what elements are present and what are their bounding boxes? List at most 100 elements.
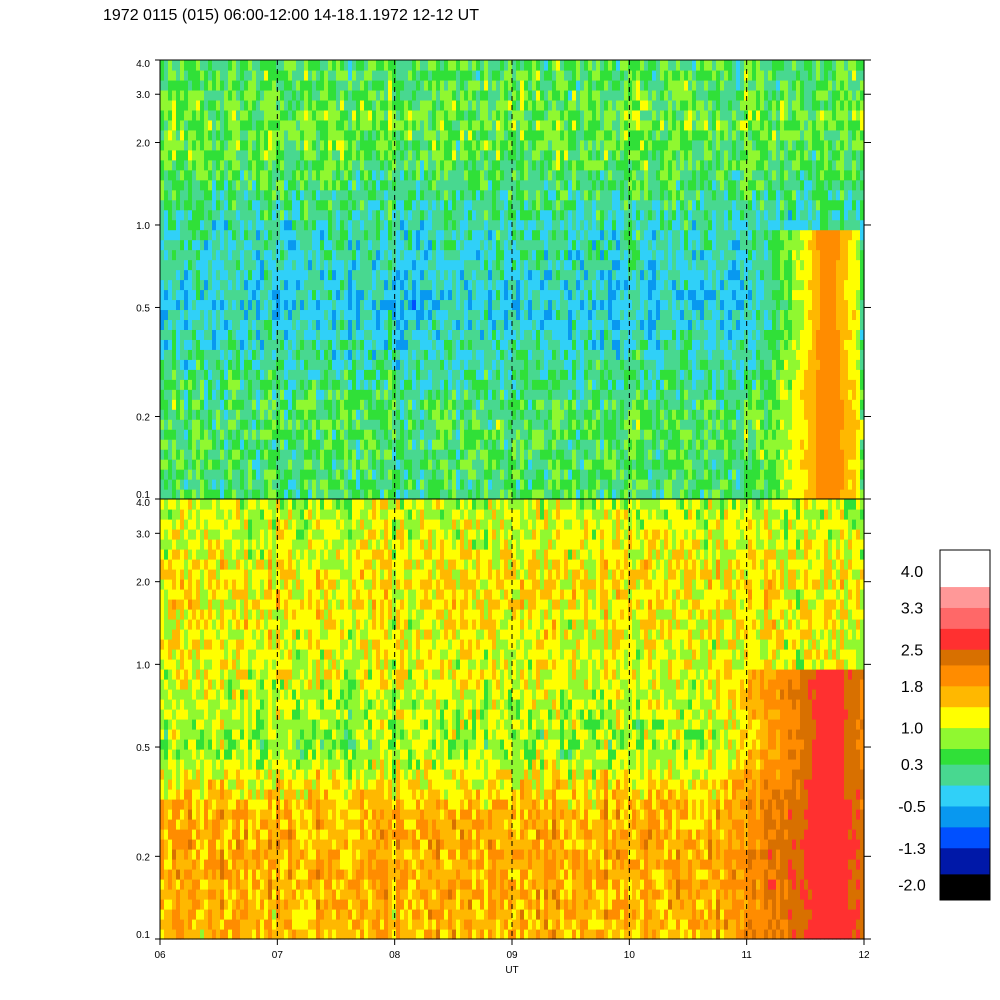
upper-heatmap-cell [476,179,481,191]
upper-heatmap-cell [244,169,249,181]
upper-heatmap-cell [544,369,549,380]
upper-heatmap-cell [424,189,429,201]
upper-heatmap-cell [276,89,281,101]
upper-heatmap-cell [568,69,573,81]
upper-heatmap-cell [196,479,201,490]
upper-heatmap-cell [320,209,325,221]
upper-heatmap-cell [432,379,437,390]
upper-heatmap-cell [464,279,469,291]
upper-heatmap-cell [432,299,437,311]
upper-heatmap-cell [548,359,553,370]
upper-heatmap-cell [212,419,217,430]
upper-heatmap-cell [280,469,285,480]
upper-heatmap-cell [404,229,409,241]
upper-heatmap-cell [168,129,173,141]
upper-heatmap-cell [232,89,237,101]
upper-heatmap-cell [460,489,465,500]
upper-heatmap-cell [212,409,217,420]
upper-heatmap-cell [408,139,413,151]
upper-heatmap-cell [328,60,333,71]
upper-heatmap-cell [172,279,177,291]
upper-heatmap-cell [396,69,401,81]
upper-heatmap-cell [468,329,473,340]
upper-heatmap-cell [400,60,405,71]
upper-heatmap-cell [368,379,373,390]
upper-heatmap-cell [544,379,549,390]
upper-heatmap-cell [488,379,493,390]
upper-heatmap-cell [448,129,453,141]
upper-heatmap-cell [176,429,181,440]
upper-heatmap-cell [508,439,513,450]
upper-heatmap-cell [380,249,385,261]
upper-heatmap-cell [348,339,353,350]
upper-heatmap-cell [488,169,493,181]
upper-heatmap-cell [384,69,389,81]
upper-heatmap-cell [336,319,341,330]
upper-heatmap-cell [480,189,485,201]
upper-heatmap-cell [408,449,413,460]
upper-heatmap-cell [408,159,413,171]
upper-heatmap-cell [412,459,417,470]
upper-heatmap-cell [252,369,257,380]
upper-heatmap-cell [412,60,417,71]
upper-heatmap-cell [296,169,301,181]
upper-heatmap-cell [532,239,537,251]
upper-heatmap-cell [208,299,213,311]
upper-heatmap-cell [248,459,253,470]
upper-heatmap-cell [220,189,225,201]
upper-heatmap-cell [336,429,341,440]
upper-heatmap-cell [348,99,353,111]
upper-heatmap-cell [460,119,465,131]
upper-heatmap-cell [592,459,597,470]
upper-heatmap-cell [356,199,361,211]
upper-heatmap-cell [276,269,281,281]
upper-heatmap-cell [376,119,381,131]
upper-heatmap-cell [576,389,581,400]
upper-heatmap-cell [512,219,517,231]
upper-heatmap-cell [516,339,521,350]
upper-heatmap-cell [364,239,369,251]
upper-heatmap-cell [272,319,277,330]
upper-heatmap-cell [188,129,193,141]
upper-heatmap-cell [408,60,413,71]
upper-heatmap-cell [504,189,509,201]
upper-heatmap-cell [520,409,525,420]
upper-heatmap-cell [268,349,273,360]
upper-heatmap-cell [564,339,569,350]
upper-heatmap-cell [488,439,493,450]
upper-heatmap-cell [404,469,409,480]
upper-heatmap-cell [356,60,361,71]
upper-heatmap-cell [388,449,393,460]
upper-heatmap-cell [584,359,589,370]
upper-heatmap-cell [204,119,209,131]
upper-heatmap-cell [504,259,509,271]
upper-heatmap-cell [580,109,585,121]
upper-heatmap-cell [568,339,573,350]
upper-heatmap-cell [532,259,537,271]
upper-heatmap-cell [208,229,213,241]
upper-heatmap-cell [372,129,377,141]
upper-heatmap-cell [392,79,397,91]
upper-heatmap-cell [440,189,445,201]
upper-heatmap-cell [612,459,617,470]
upper-heatmap-cell [192,60,197,71]
upper-heatmap-cell [224,239,229,251]
upper-heatmap-cell [424,289,429,301]
upper-heatmap-cell [360,269,365,281]
upper-heatmap-cell [380,189,385,201]
upper-heatmap-cell [272,479,277,490]
upper-heatmap-cell [516,249,521,261]
upper-heatmap-cell [304,459,309,470]
upper-heatmap-cell [580,179,585,191]
upper-heatmap-cell [324,429,329,440]
upper-heatmap-cell [476,389,481,400]
upper-heatmap-cell [308,199,313,211]
upper-heatmap-cell [292,489,297,500]
upper-heatmap-cell [232,169,237,181]
upper-heatmap-cell [324,349,329,360]
upper-heatmap-cell [600,249,605,261]
upper-heatmap-cell [292,209,297,221]
upper-heatmap-cell [260,69,265,81]
upper-heatmap-cell [376,149,381,161]
upper-heatmap-cell [200,349,205,360]
